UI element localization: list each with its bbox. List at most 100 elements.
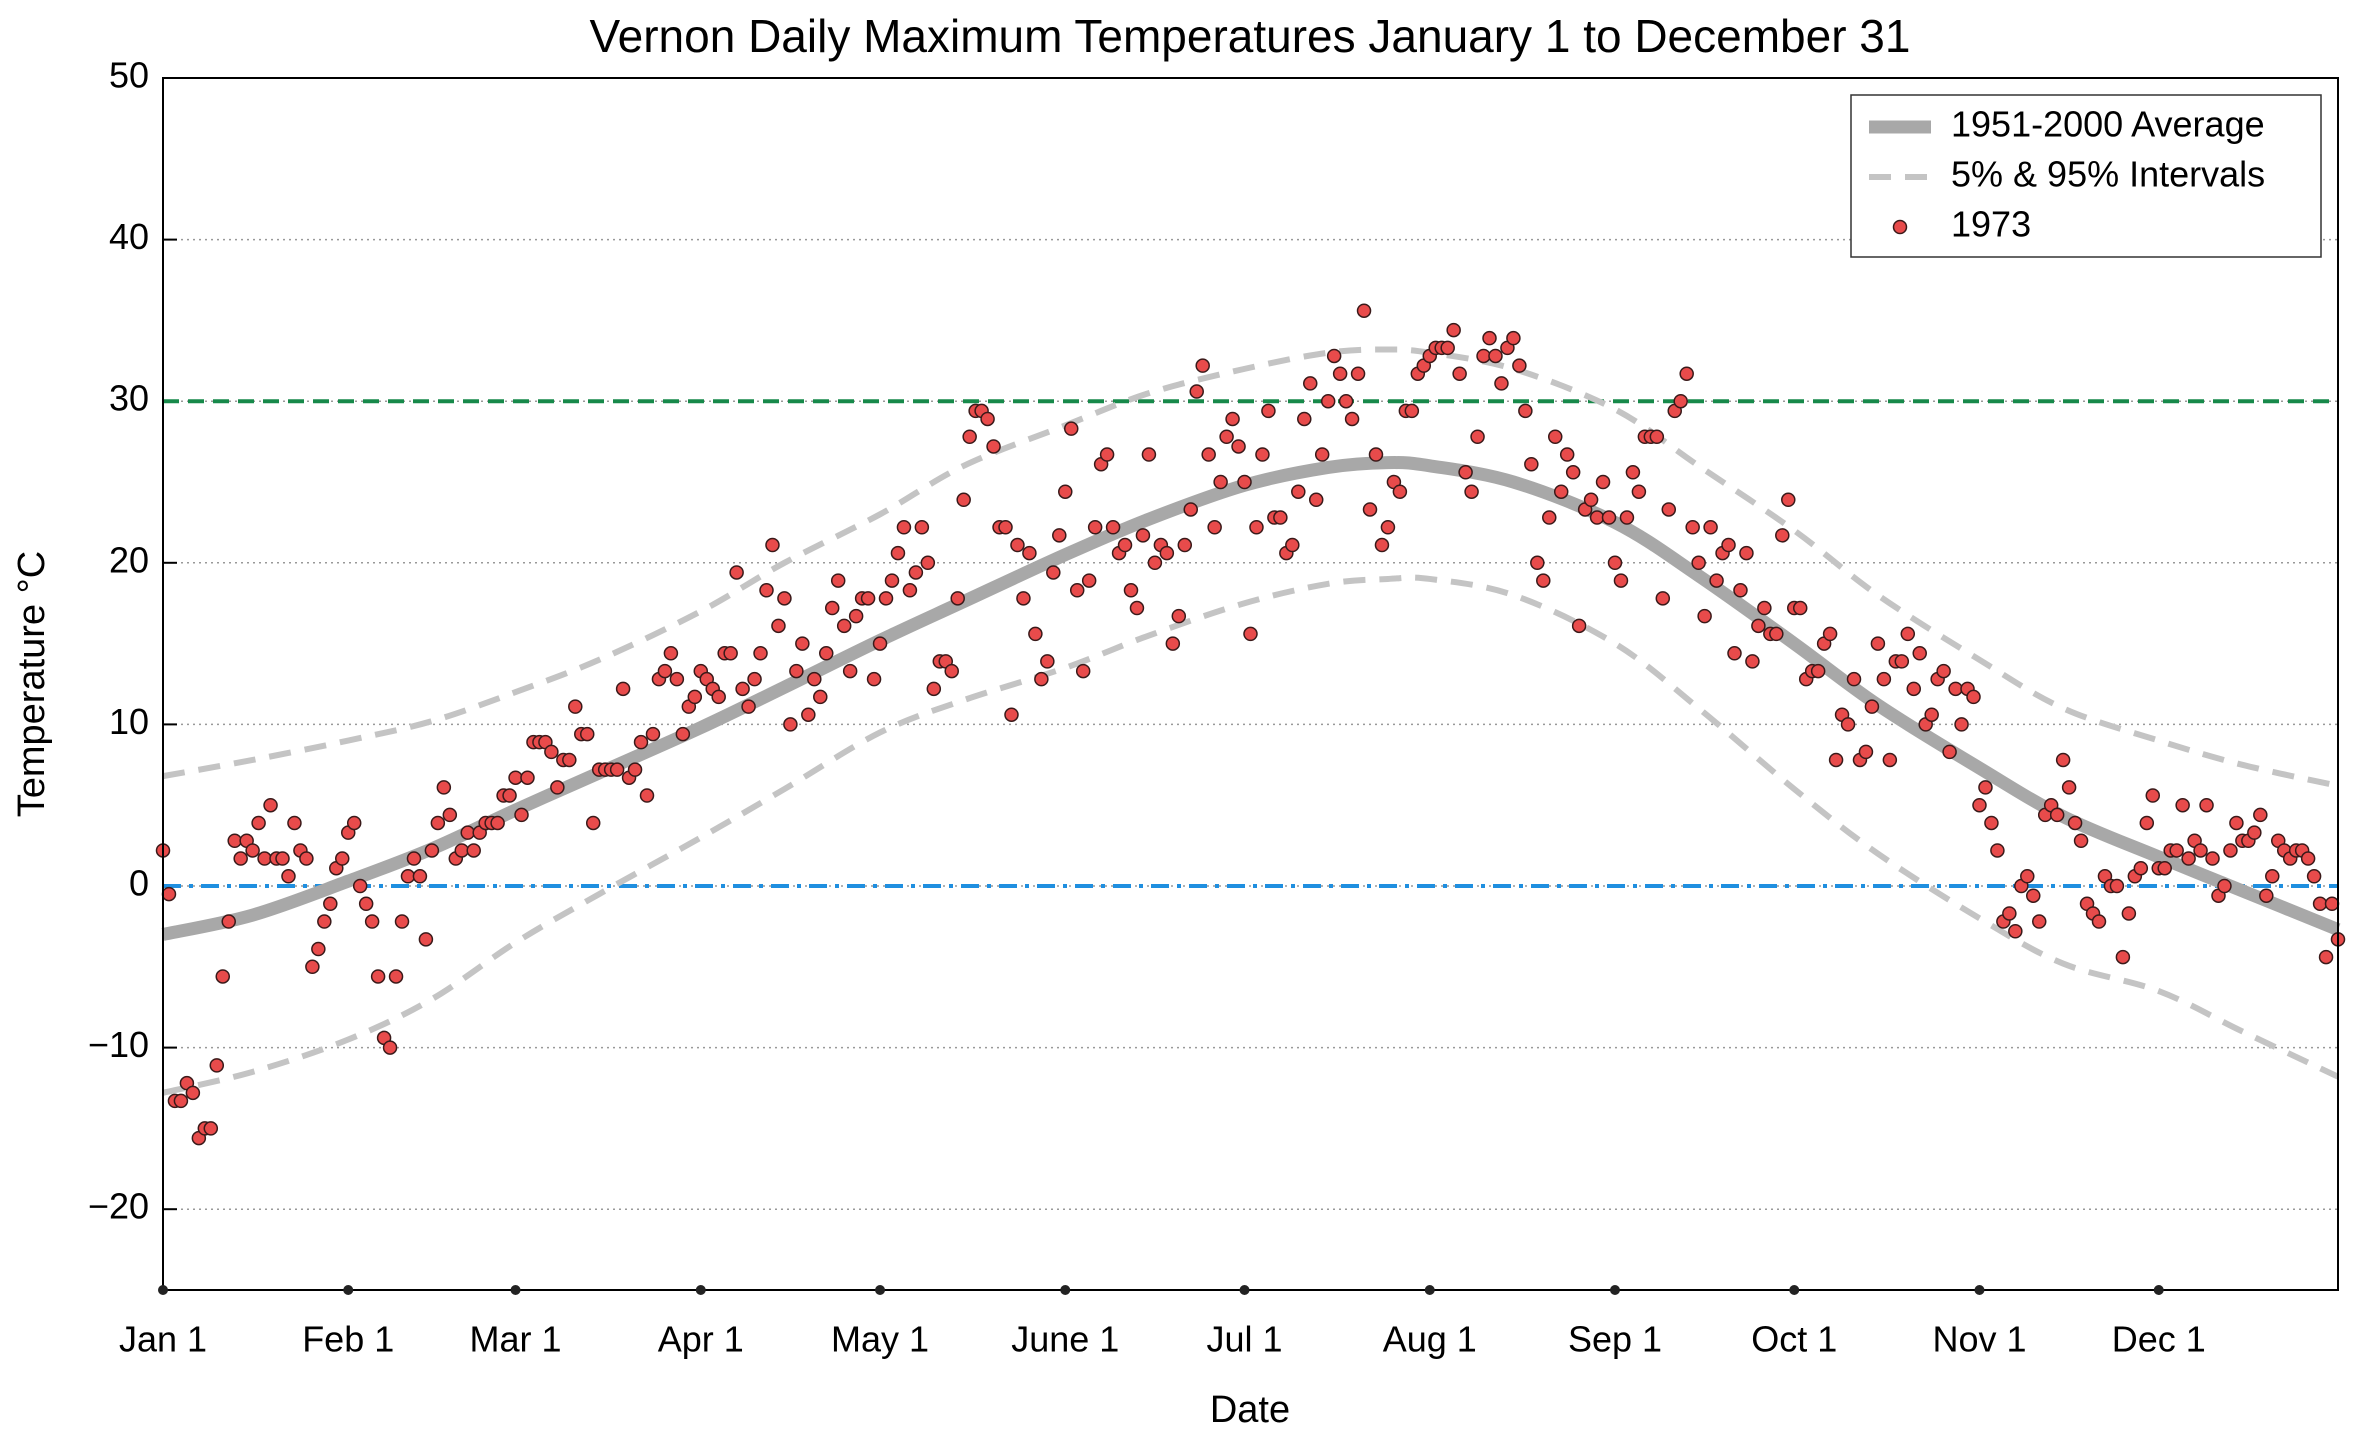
data-point xyxy=(227,833,242,849)
x-tick xyxy=(1239,1285,1250,1295)
data-point xyxy=(502,788,517,803)
data-point xyxy=(2145,788,2161,803)
data-point xyxy=(1894,654,1910,669)
data-point xyxy=(842,663,858,679)
x-tick-label: Dec 1 xyxy=(2112,1319,2206,1360)
data-point xyxy=(1679,366,1694,381)
data-point xyxy=(1225,411,1240,427)
data-point xyxy=(801,707,816,722)
data-point xyxy=(263,797,278,813)
data-point xyxy=(1350,366,1366,381)
data-point xyxy=(1912,646,1927,661)
y-tick-label: 50 xyxy=(109,55,149,96)
data-point xyxy=(317,914,332,929)
chart-title: Vernon Daily Maximum Temperatures Januar… xyxy=(590,10,1911,62)
data-point xyxy=(878,591,894,606)
y-tick-label: 10 xyxy=(109,701,149,742)
x-tick-label: May 1 xyxy=(831,1319,929,1360)
average-line xyxy=(161,456,2341,941)
data-point xyxy=(615,681,631,697)
data-point xyxy=(1004,707,1019,722)
data-point xyxy=(1356,303,1372,318)
data-point xyxy=(1303,376,1318,391)
data-point xyxy=(1709,573,1724,588)
data-point xyxy=(1344,411,1360,427)
data-point xyxy=(1512,358,1527,373)
data-point xyxy=(2265,869,2280,884)
x-tick-label: Nov 1 xyxy=(1932,1319,2026,1360)
data-point xyxy=(2091,914,2107,929)
data-point xyxy=(633,734,649,750)
data-point xyxy=(215,969,231,984)
x-tick-label: Feb 1 xyxy=(302,1319,394,1360)
y-tick-label: −10 xyxy=(88,1024,149,1065)
data-point xyxy=(1147,555,1163,571)
data-point xyxy=(1607,555,1623,571)
data-point xyxy=(998,519,1013,535)
data-point xyxy=(1990,843,2005,858)
data-point xyxy=(394,914,410,929)
y-tick-label: −20 xyxy=(88,1186,149,1227)
data-point xyxy=(1625,465,1641,480)
data-point xyxy=(370,969,386,984)
data-point xyxy=(2175,797,2190,813)
data-point xyxy=(1858,744,1874,760)
data-point xyxy=(848,608,864,624)
data-point xyxy=(1685,519,1700,535)
data-point xyxy=(824,600,840,616)
data-point xyxy=(1165,636,1181,651)
data-point xyxy=(1769,626,1784,642)
data-point xyxy=(454,843,470,858)
data-point xyxy=(1697,608,1712,624)
data-point xyxy=(789,663,804,679)
data-point xyxy=(1297,411,1312,427)
data-point xyxy=(747,671,762,687)
plot-frame xyxy=(162,77,2339,1291)
data-point xyxy=(406,851,422,866)
data-point xyxy=(1924,707,1939,722)
data-point xyxy=(257,851,272,866)
data-point xyxy=(430,815,446,831)
x-axis-label: Date xyxy=(1210,1389,1290,1431)
data-point xyxy=(1028,626,1043,642)
data-point xyxy=(1810,663,1826,679)
data-point xyxy=(1404,403,1420,419)
data-point xyxy=(1231,439,1246,454)
data-point xyxy=(1565,465,1581,480)
data-point xyxy=(460,825,475,840)
data-point xyxy=(783,717,798,732)
data-point xyxy=(1249,519,1264,535)
data-point xyxy=(1105,519,1121,535)
data-point xyxy=(771,618,786,634)
data-point xyxy=(1219,429,1234,445)
y-axis-label: Temperature °C xyxy=(11,551,53,818)
x-tick xyxy=(695,1285,706,1295)
data-point xyxy=(1745,654,1760,669)
data-point xyxy=(1601,510,1617,525)
data-point xyxy=(2008,923,2023,939)
data-point xyxy=(1518,403,1533,419)
data-point xyxy=(1775,528,1790,543)
data-point xyxy=(1978,780,1993,795)
data-point xyxy=(424,843,440,858)
data-point xyxy=(251,815,266,831)
x-tick-label: Oct 1 xyxy=(1751,1319,1837,1360)
data-point xyxy=(1536,573,1551,588)
data-point xyxy=(1034,671,1049,687)
data-point xyxy=(1374,537,1390,553)
data-point xyxy=(299,851,314,866)
data-point xyxy=(1494,376,1509,391)
data-point xyxy=(1392,484,1408,499)
data-point xyxy=(233,851,248,866)
legend-label: 5% & 95% Intervals xyxy=(1951,154,2265,195)
data-point xyxy=(2073,833,2089,849)
data-point xyxy=(1571,618,1587,634)
data-point xyxy=(1338,393,1354,409)
data-point xyxy=(836,618,852,634)
data-point xyxy=(1243,626,1258,642)
data-point xyxy=(579,726,595,742)
data-point xyxy=(1189,384,1204,399)
data-point xyxy=(2031,914,2047,929)
data-point xyxy=(2139,815,2155,831)
data-point xyxy=(1063,421,1079,436)
